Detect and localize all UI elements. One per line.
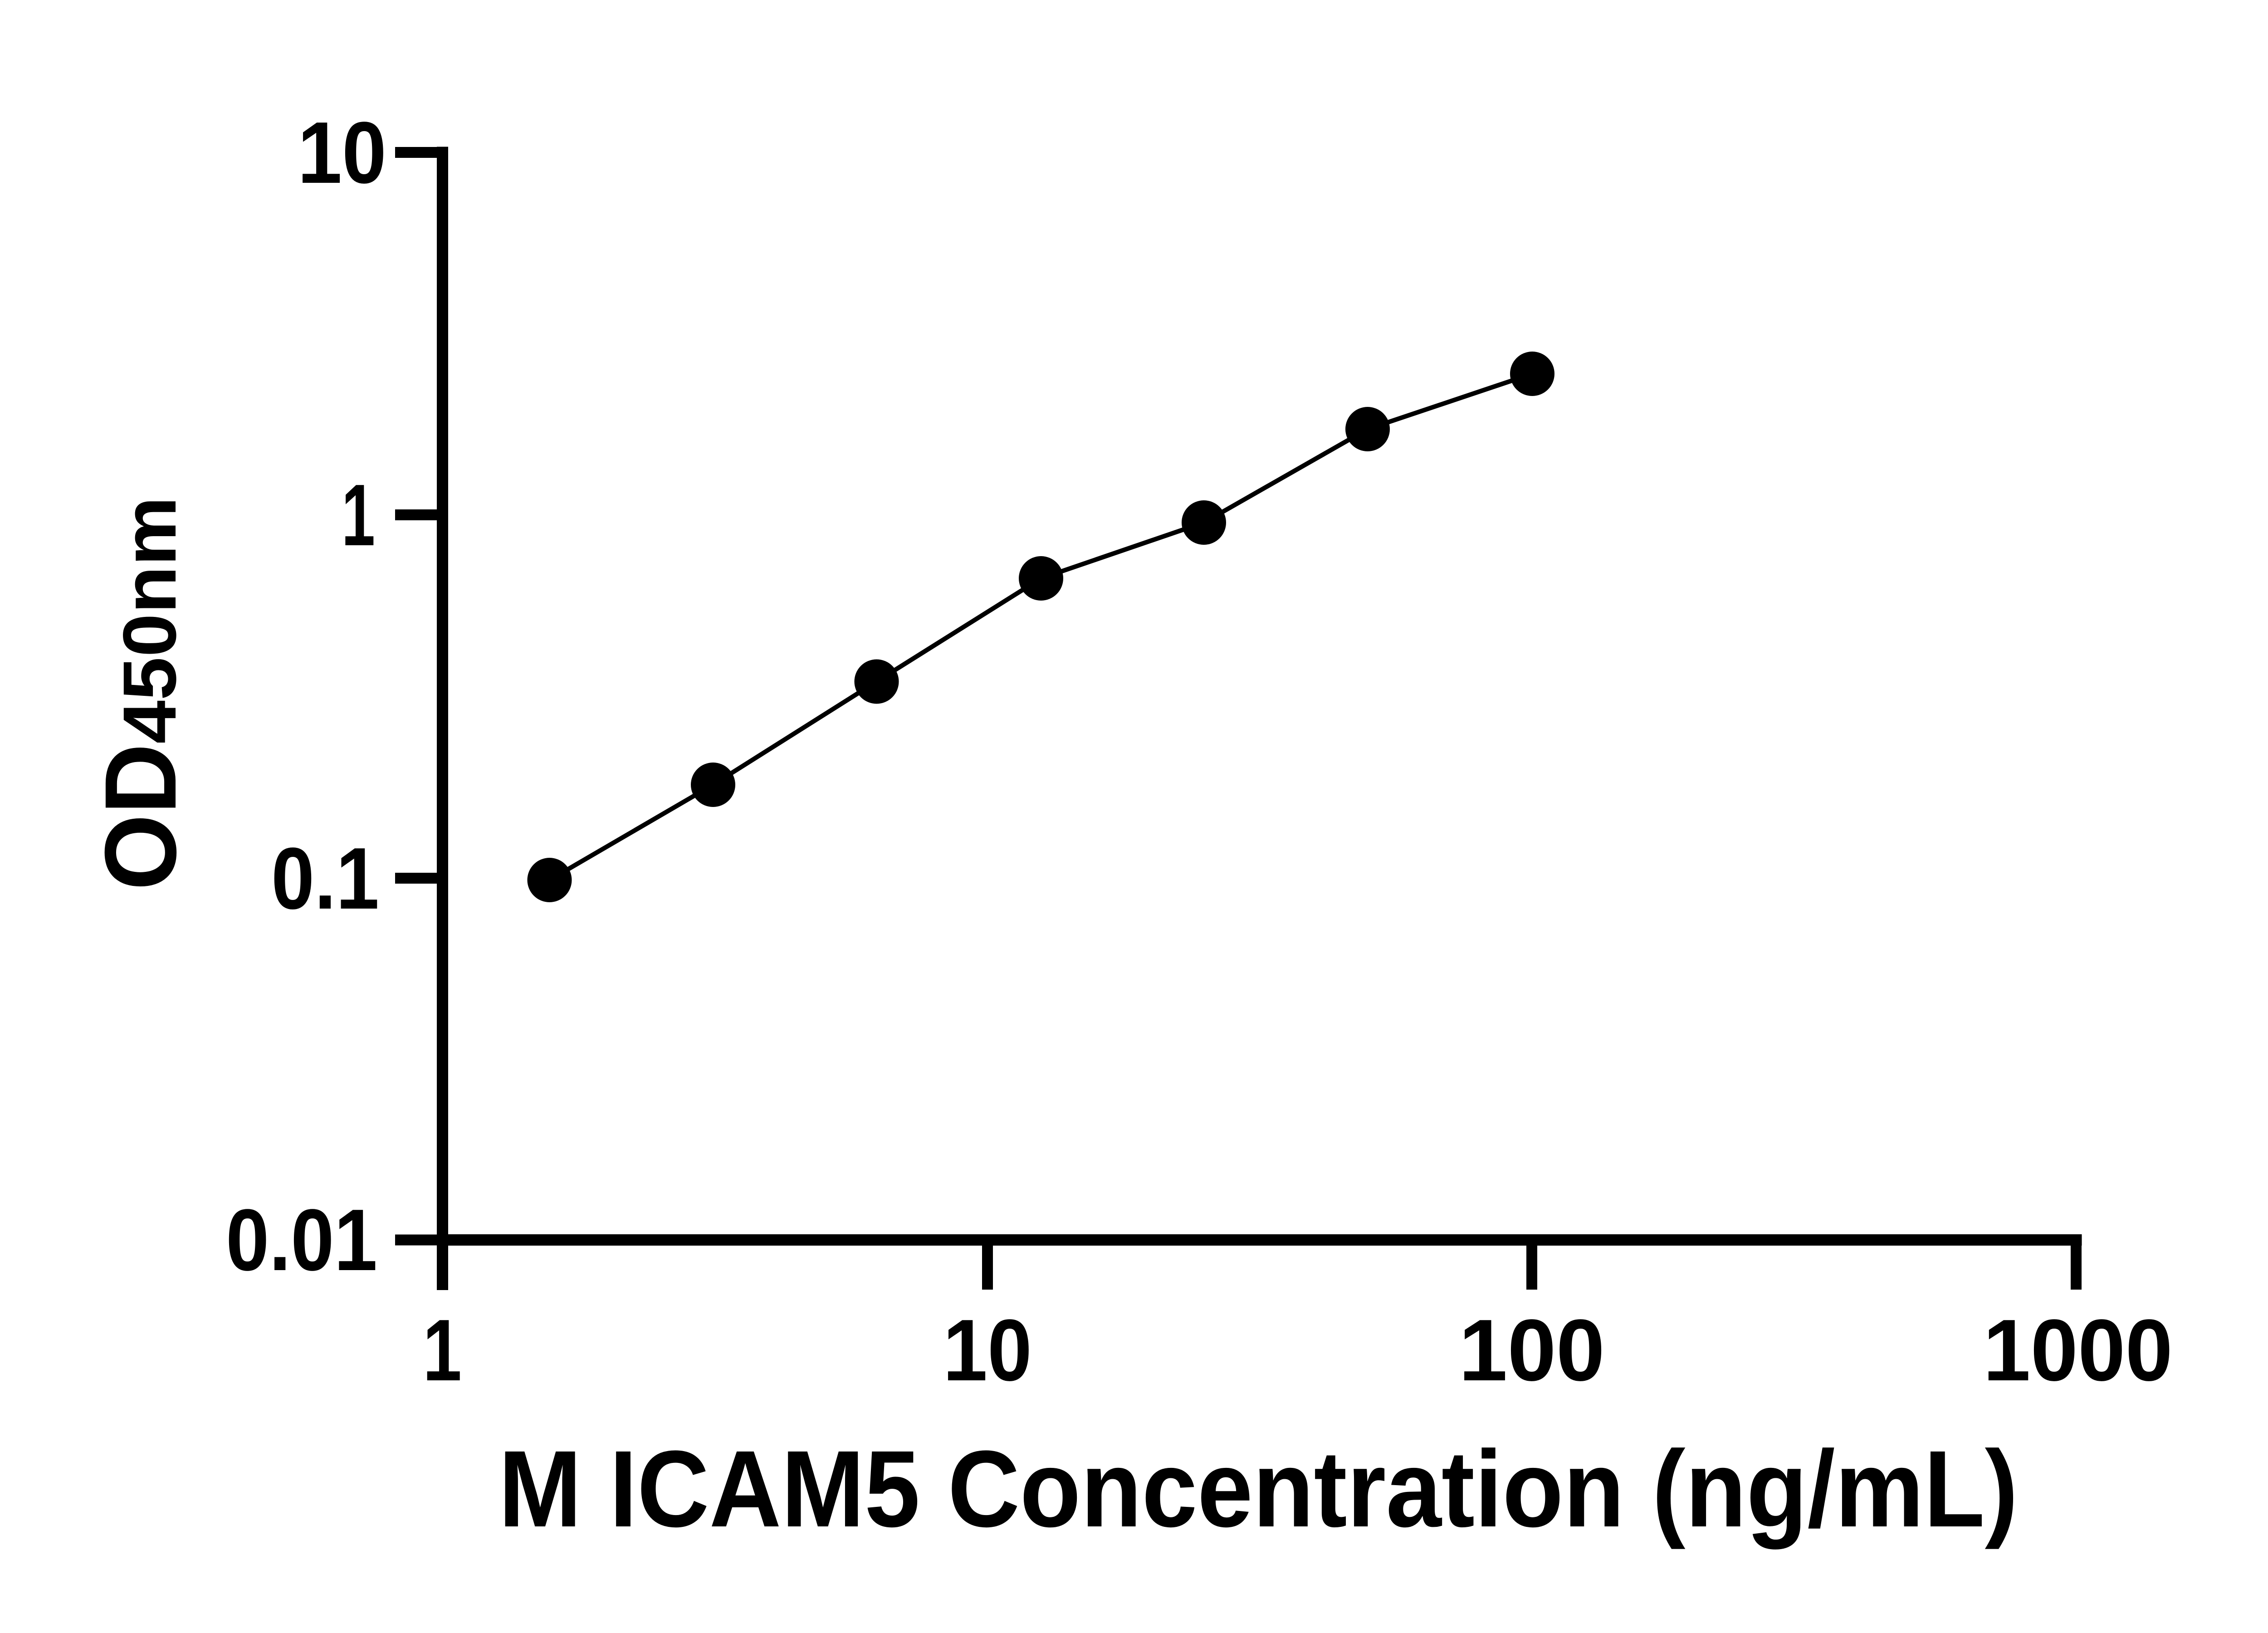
svg-text:10: 10 — [298, 103, 386, 201]
svg-text:450nm: 450nm — [108, 497, 192, 744]
svg-text:M ICAM5 Concentration (ng/mL): M ICAM5 Concentration (ng/mL) — [499, 1428, 2018, 1550]
svg-text:10: 10 — [943, 1301, 1032, 1399]
svg-text:0.01: 0.01 — [226, 1191, 377, 1289]
svg-text:100: 100 — [1459, 1301, 1605, 1399]
svg-text:1: 1 — [342, 466, 375, 564]
svg-text:OD: OD — [84, 743, 197, 890]
svg-text:0.1: 0.1 — [271, 829, 379, 927]
svg-text:1000: 1000 — [1983, 1301, 2173, 1399]
svg-text:1: 1 — [423, 1301, 462, 1399]
